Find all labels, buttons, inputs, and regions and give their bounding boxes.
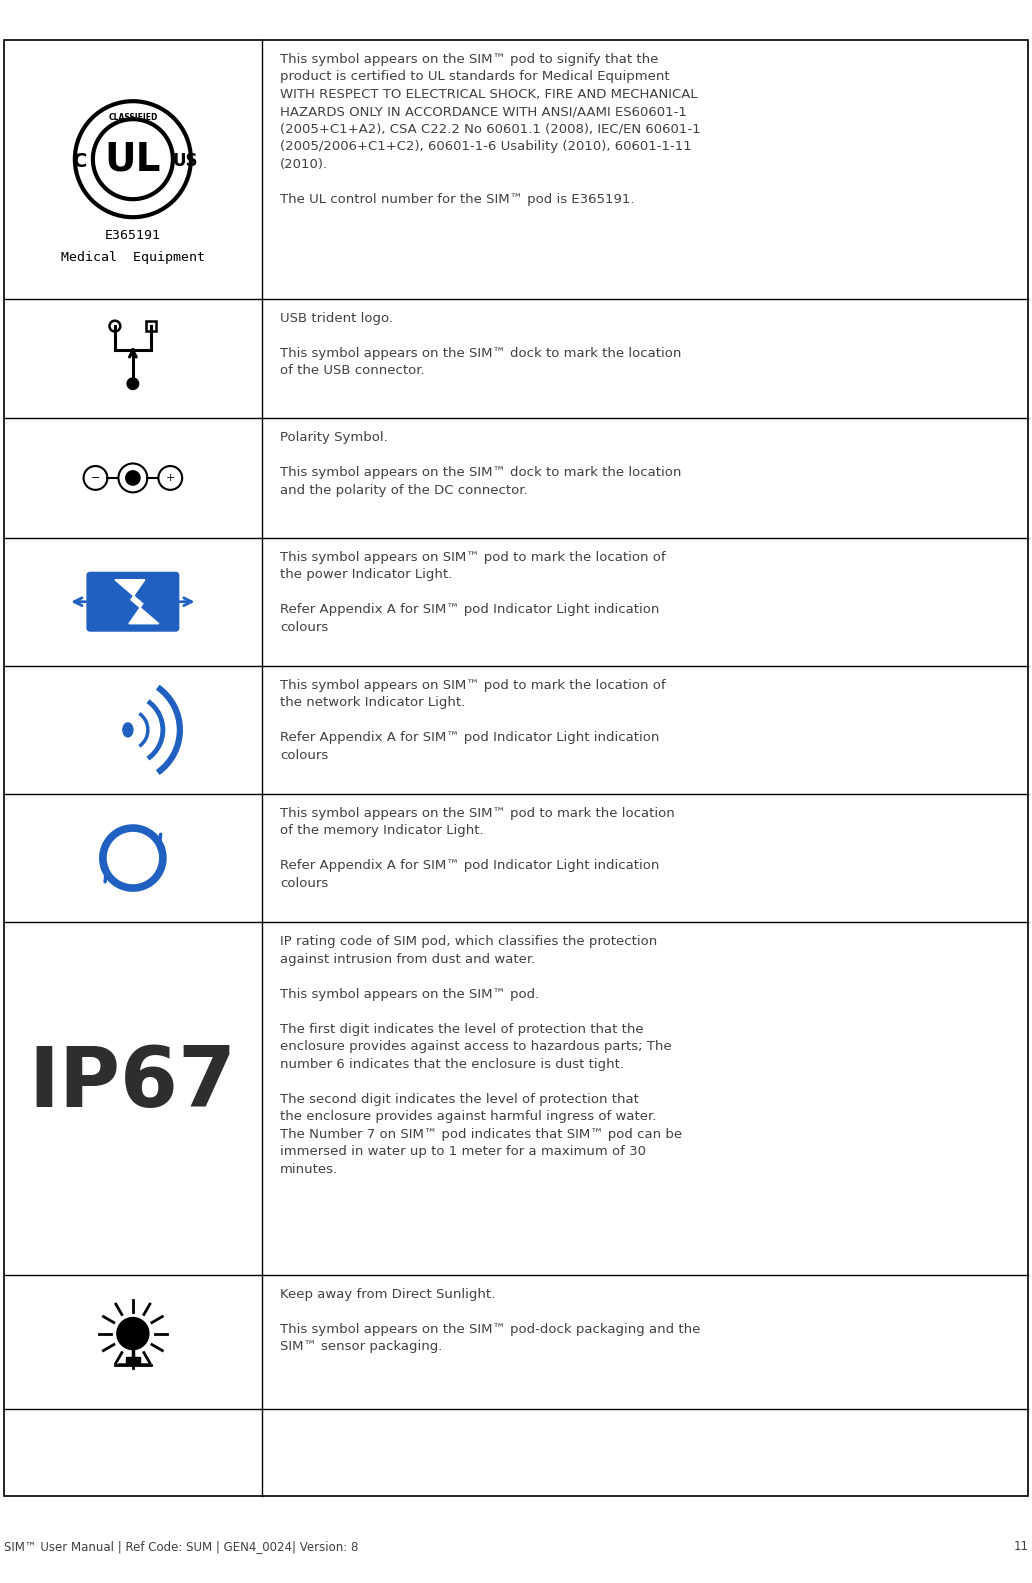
Text: +: +	[165, 473, 175, 483]
Text: −: −	[91, 473, 100, 483]
Text: SIM™ User Manual | Ref Code: SUM | GEN4_0024| Version: 8: SIM™ User Manual | Ref Code: SUM | GEN4_…	[4, 1540, 358, 1553]
Text: This symbol appears on SIM™ pod to mark the location of
the network Indicator Li: This symbol appears on SIM™ pod to mark …	[280, 679, 666, 761]
Text: E365191: E365191	[105, 228, 161, 242]
Text: CLASSIFIED: CLASSIFIED	[108, 112, 158, 122]
Text: 11: 11	[1013, 1540, 1028, 1553]
Text: This symbol appears on SIM™ pod to mark the location of
the power Indicator Ligh: This symbol appears on SIM™ pod to mark …	[280, 551, 666, 633]
Ellipse shape	[123, 723, 133, 738]
Text: This symbol appears on the SIM™ pod to mark the location
of the memory Indicator: This symbol appears on the SIM™ pod to m…	[280, 807, 675, 890]
Text: Keep away from Direct Sunlight.

This symbol appears on the SIM™ pod-dock packag: Keep away from Direct Sunlight. This sym…	[280, 1287, 701, 1353]
Polygon shape	[115, 579, 159, 624]
Bar	[126, 1357, 140, 1363]
Text: IP67: IP67	[29, 1043, 237, 1124]
Text: Polarity Symbol.

This symbol appears on the SIM™ dock to mark the location
and : Polarity Symbol. This symbol appears on …	[280, 431, 681, 497]
Circle shape	[126, 470, 140, 484]
Text: UL: UL	[104, 141, 161, 179]
Circle shape	[117, 1317, 149, 1350]
Text: IP rating code of SIM pod, which classifies the protection
against intrusion fro: IP rating code of SIM pod, which classif…	[280, 936, 682, 1176]
Text: USB trident logo.

This symbol appears on the SIM™ dock to mark the location
of : USB trident logo. This symbol appears on…	[280, 312, 681, 377]
FancyBboxPatch shape	[87, 571, 180, 632]
Text: US: US	[172, 152, 198, 171]
Text: Medical  Equipment: Medical Equipment	[61, 250, 205, 264]
Circle shape	[127, 378, 138, 389]
Text: C: C	[73, 152, 88, 171]
Text: This symbol appears on the SIM™ pod to signify that the
product is certified to : This symbol appears on the SIM™ pod to s…	[280, 52, 701, 206]
Bar	[146, 321, 156, 331]
